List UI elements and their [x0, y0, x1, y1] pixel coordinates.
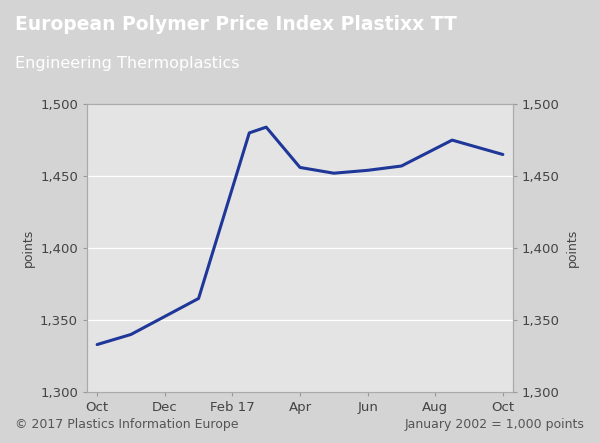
Text: Engineering Thermoplastics: Engineering Thermoplastics [15, 56, 239, 71]
Text: European Polymer Price Index Plastixx TT: European Polymer Price Index Plastixx TT [15, 15, 457, 34]
Text: January 2002 = 1,000 points: January 2002 = 1,000 points [405, 418, 585, 431]
Y-axis label: points: points [566, 229, 578, 267]
Text: © 2017 Plastics Information Europe: © 2017 Plastics Information Europe [15, 418, 239, 431]
Y-axis label: points: points [22, 229, 34, 267]
